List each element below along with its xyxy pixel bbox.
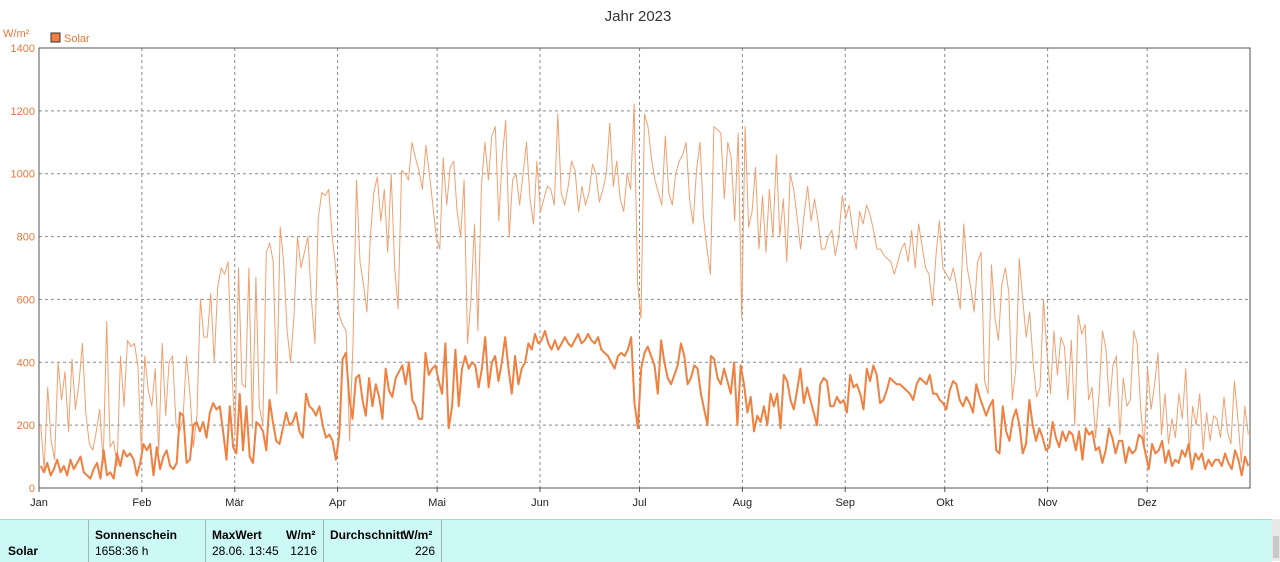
y-tick-label: 0 (29, 483, 35, 495)
y-axis-unit: W/m² (3, 28, 30, 40)
stats-max-cell: MaxWert W/m² 28.06. 13:45 1216 (206, 520, 324, 562)
stats-max-unit: W/m² (286, 528, 316, 542)
y-tick-label: 1200 (11, 106, 35, 118)
y-tick-label: 1000 (11, 169, 35, 181)
stats-avg-value: 226 (414, 544, 435, 558)
x-tick-label: Feb (132, 497, 151, 509)
x-tick-label: Jun (531, 497, 549, 509)
series-line-daily-average (39, 329, 1250, 480)
stats-max-header: MaxWert (212, 528, 262, 542)
x-axis-ticks: Jan Feb Mär Apr Mai Jun Jul Aug Sep Okt Nov Dez (30, 488, 1157, 509)
x-tick-label: Mär (225, 497, 244, 509)
x-tick-label: Okt (936, 497, 953, 509)
stats-scrollbar[interactable] (1272, 519, 1280, 561)
legend-label-solar: Solar (64, 33, 90, 45)
series-line-daily-maximum (40, 104, 1249, 470)
chart-title: Jahr 2023 (605, 8, 672, 25)
stats-avg-cell: Durchschnitt W/m² 226 (324, 520, 442, 562)
stats-sunshine-cell: Sonnenschein 1658:36 h (89, 520, 206, 562)
stats-series-label: Solar (8, 544, 39, 558)
y-tick-label: 400 (17, 357, 35, 369)
series-layer (39, 104, 1250, 480)
x-tick-label: Dez (1137, 497, 1157, 509)
scrollbar-thumb[interactable] (1273, 536, 1279, 558)
solar-year-chart: Jahr 2023 W/m² Solar 0 200 400 600 800 1000 12… (3, 8, 1251, 509)
y-tick-label: 800 (17, 232, 35, 244)
stats-sunshine-value: 1658:36 h (95, 544, 149, 558)
legend-swatch-solar (50, 32, 61, 43)
y-tick-label: 200 (17, 420, 35, 432)
x-tick-label: Nov (1038, 497, 1058, 509)
stats-series-cell: Solar (0, 520, 89, 562)
stats-sunshine-header: Sonnenschein (95, 528, 178, 542)
stats-avg-unit: W/m² (403, 528, 433, 542)
stats-avg-header: Durchschnitt (330, 528, 405, 542)
x-tick-label: Apr (329, 497, 346, 509)
y-axis-ticks: 0 200 400 600 800 1000 1200 1400 (11, 43, 35, 495)
x-tick-label: Aug (733, 497, 753, 509)
y-tick-label: 600 (17, 294, 35, 306)
stats-max-datetime: 28.06. 13:45 (212, 544, 279, 558)
statistics-table: Solar Sonnenschein 1658:36 h MaxWert W/m… (0, 519, 1272, 562)
y-tick-label: 1400 (11, 43, 35, 55)
x-tick-label: Sep (835, 497, 855, 509)
plot-frame (38, 47, 1251, 489)
x-tick-label: Jul (632, 497, 646, 509)
x-tick-label: Mai (428, 497, 446, 509)
x-tick-label: Jan (30, 497, 48, 509)
stats-max-value: 1216 (290, 544, 317, 558)
